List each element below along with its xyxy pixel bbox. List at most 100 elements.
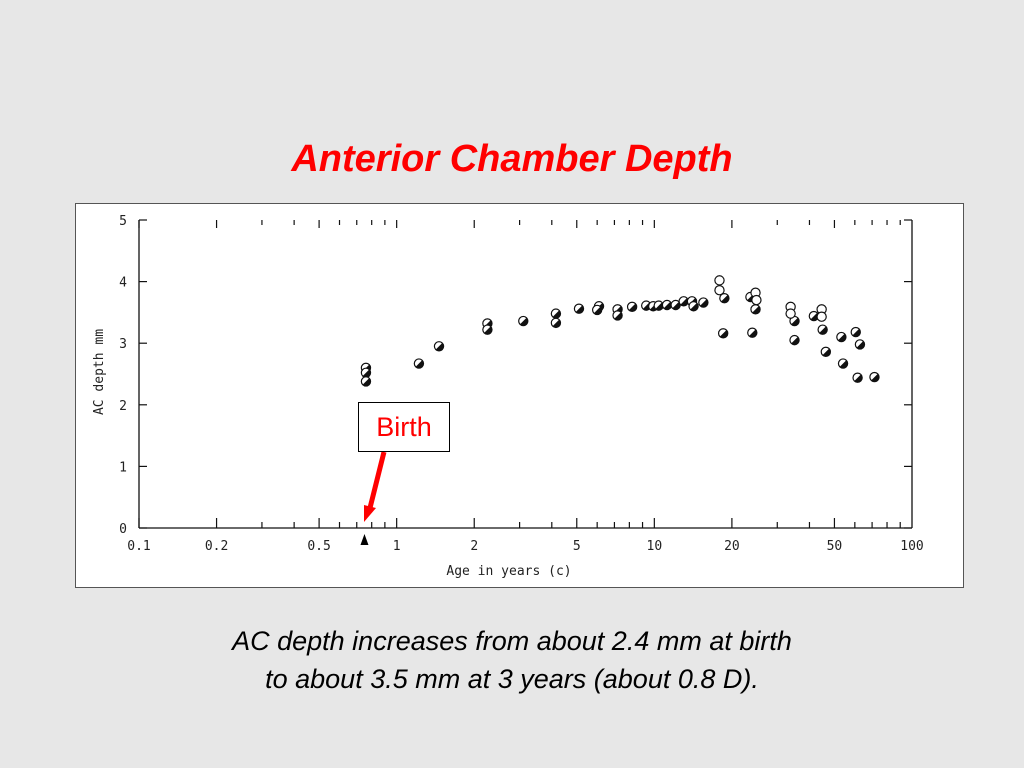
caption-line-2: to about 3.5 mm at 3 years (about 0.8 D)…: [265, 664, 759, 694]
half-filled-data-point: [360, 376, 372, 387]
x-tick-label: 0.1: [127, 539, 150, 554]
half-filled-data-point: [591, 304, 603, 316]
point-fill: [839, 360, 848, 369]
x-tick-label: 10: [647, 539, 663, 554]
half-filled-data-point: [808, 310, 820, 322]
x-tick-label: 1: [393, 539, 401, 554]
half-filled-data-point: [518, 315, 529, 327]
half-filled-data-point: [817, 324, 828, 335]
scatter-chart: 0 1 2 3 4 5 0.1 0.2 0.5 1 2 5 10 20 50 100 Age in years…: [92, 214, 924, 579]
half-filled-data-point: [653, 300, 664, 311]
point-fill: [593, 306, 602, 315]
open-data-point: [714, 275, 725, 286]
half-filled-data-point: [747, 327, 758, 338]
half-filled-data-point: [869, 371, 880, 383]
caption-line-1: AC depth increases from about 2.4 mm at …: [232, 626, 792, 656]
open-data-point: [785, 308, 796, 319]
y-tick-label: 0: [119, 522, 127, 537]
birth-arrow-head: [364, 505, 376, 522]
point-fill: [854, 374, 863, 383]
point-fill: [655, 302, 664, 311]
axes: [138, 219, 913, 529]
birth-callout: Birth: [358, 402, 450, 452]
x-tick-label: 20: [724, 539, 740, 554]
point-fill: [362, 369, 371, 378]
point-fill: [628, 303, 637, 312]
y-tick-label: 3: [119, 337, 127, 352]
data-points: [360, 275, 880, 387]
half-filled-data-point: [852, 372, 863, 383]
half-filled-data-point: [413, 358, 425, 369]
half-filled-data-point: [789, 334, 800, 346]
point-fill: [700, 299, 708, 308]
half-filled-data-point: [719, 293, 730, 304]
open-data-point: [751, 294, 762, 306]
half-filled-data-point: [698, 297, 709, 308]
x-tick-label: 0.5: [307, 539, 330, 554]
point-fill: [362, 378, 371, 386]
y-axis-label: AC depth mm: [92, 329, 107, 415]
open-data-point: [714, 285, 725, 296]
x-tick-label: 5: [573, 539, 581, 554]
half-filled-data-point: [850, 326, 861, 338]
y-tick-label: 4: [119, 276, 127, 291]
half-filled-data-point: [482, 324, 493, 335]
slide-caption: AC depth increases from about 2.4 mm at …: [0, 622, 1024, 698]
half-filled-data-point: [573, 303, 585, 314]
half-filled-data-point: [854, 339, 866, 350]
point-fill: [719, 330, 728, 338]
y-tick-label: 2: [119, 399, 127, 414]
half-filled-data-point: [836, 331, 847, 343]
point-fill: [614, 312, 623, 321]
point-fill: [690, 302, 699, 311]
point-fill: [791, 336, 800, 345]
point-fill: [435, 343, 444, 351]
half-filled-data-point: [433, 341, 445, 352]
point-fill: [721, 294, 729, 303]
tick-labels: 0 1 2 3 4 5 0.1 0.2 0.5 1 2 5 10 20 50 100: [119, 214, 924, 554]
point-fill: [484, 326, 493, 335]
point-fill: [822, 348, 831, 357]
point-fill: [575, 305, 584, 314]
x-tick-label: 100: [900, 539, 923, 554]
figure-frame: 0 1 2 3 4 5 0.1 0.2 0.5 1 2 5 10 20 50 100 Age in years…: [75, 203, 964, 588]
y-tick-label: 1: [119, 460, 127, 475]
point-fill: [663, 301, 672, 310]
point-fill: [871, 373, 880, 382]
point-ring: [714, 275, 725, 286]
half-filled-data-point: [837, 358, 849, 369]
point-fill: [810, 312, 819, 321]
point-fill: [552, 310, 561, 319]
point-fill: [680, 298, 689, 306]
x-tick-label: 2: [470, 539, 478, 554]
point-fill: [852, 328, 861, 337]
point-fill: [520, 317, 528, 326]
x-axis-label: Age in years (c): [446, 564, 571, 579]
point-fill: [552, 319, 561, 328]
point-ring: [816, 311, 827, 322]
slide-title: Anterior Chamber Depth: [291, 138, 733, 180]
point-ring: [714, 285, 725, 296]
half-filled-data-point: [612, 310, 623, 321]
point-fill: [752, 306, 761, 314]
half-filled-data-point: [820, 346, 832, 358]
point-fill: [672, 301, 681, 310]
point-fill: [415, 360, 424, 369]
open-data-point: [816, 311, 827, 322]
point-fill: [838, 333, 846, 342]
point-fill: [819, 326, 828, 335]
half-filled-data-point: [626, 301, 638, 313]
birth-arrow-shaft: [367, 451, 387, 509]
half-filled-data-point: [717, 328, 729, 339]
birth-marker-triangle: [360, 534, 369, 545]
x-tick-label: 0.2: [205, 539, 228, 554]
x-tick-label: 50: [827, 539, 843, 554]
point-fill: [749, 329, 757, 338]
half-filled-data-point: [688, 301, 699, 312]
point-fill: [791, 317, 800, 326]
y-tick-label: 5: [119, 214, 127, 229]
point-ring: [751, 294, 762, 306]
point-fill: [856, 341, 865, 350]
point-ring: [785, 308, 796, 319]
